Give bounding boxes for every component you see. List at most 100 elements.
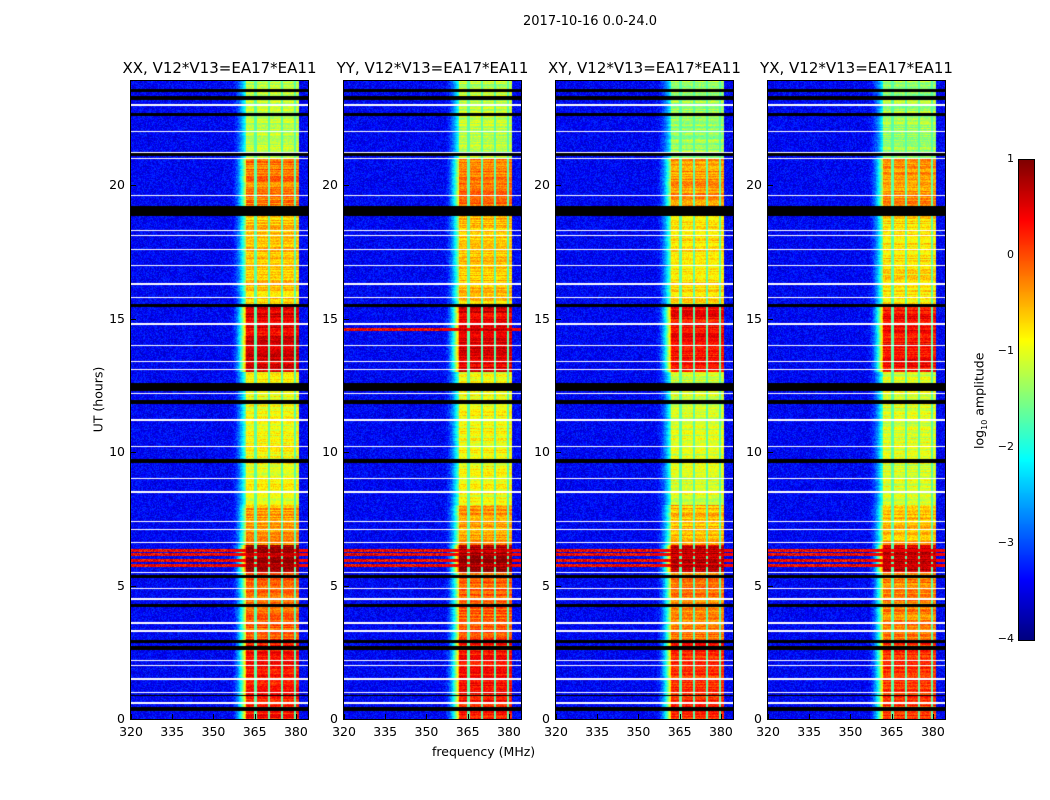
- x-tick-label: 335: [797, 724, 822, 739]
- y-tick-mark: [768, 452, 773, 454]
- x-tick-mark: [556, 714, 557, 719]
- y-tick-mark: [344, 185, 349, 187]
- y-tick-mark: [556, 318, 561, 320]
- y-tick-label: 5: [330, 577, 338, 593]
- y-tick-mark: [131, 318, 136, 320]
- x-tick-label: 335: [160, 724, 185, 739]
- x-tick-mark: [597, 714, 599, 719]
- colorbar-tick-label: −3: [997, 536, 1014, 549]
- x-tick-label: 350: [201, 724, 226, 739]
- x-tick-label: 380: [283, 724, 308, 739]
- y-tick-label: 10: [534, 444, 550, 460]
- x-tick-mark: [172, 714, 174, 719]
- y-tick-mark: [344, 452, 349, 454]
- heatmap-image: [768, 81, 945, 719]
- x-tick-label: 320: [119, 724, 143, 739]
- y-tick-mark: [131, 585, 136, 587]
- y-tick-mark: [131, 719, 136, 720]
- x-tick-label: 320: [544, 724, 568, 739]
- x-tick-mark: [850, 714, 852, 719]
- colorbar-tick-label: −2: [997, 440, 1014, 453]
- y-tick-label: 20: [322, 177, 338, 193]
- x-tick-label: 350: [414, 724, 439, 739]
- x-tick-mark: [295, 714, 297, 719]
- x-tick-mark: [131, 714, 132, 719]
- suptitle: 2017-10-16 0.0-24.0: [523, 14, 657, 29]
- x-tick-mark: [467, 714, 469, 719]
- waterfall-panel-yx: [767, 80, 946, 720]
- y-tick-label: 5: [542, 577, 550, 593]
- y-tick-mark: [344, 318, 349, 320]
- y-tick-label: 20: [109, 177, 125, 193]
- y-tick-mark: [556, 452, 561, 454]
- y-tick-mark: [556, 185, 561, 187]
- x-tick-mark: [426, 714, 428, 719]
- x-tick-mark: [720, 714, 722, 719]
- y-tick-mark: [768, 585, 773, 587]
- x-tick-label: 365: [242, 724, 267, 739]
- y-tick-label: 20: [534, 177, 550, 193]
- panel-title: YX, V12*V13=EA17*EA11: [760, 59, 953, 77]
- y-tick-label: 15: [746, 310, 762, 326]
- x-tick-label: 335: [585, 724, 610, 739]
- colorbar: [1018, 159, 1035, 641]
- x-tick-label: 380: [496, 724, 521, 739]
- x-axis-label: frequency (MHz): [432, 744, 536, 759]
- x-tick-label: 350: [838, 724, 863, 739]
- y-tick-label: 20: [746, 177, 762, 193]
- colorbar-label: log10 amplitude: [971, 351, 989, 451]
- x-tick-mark: [891, 714, 893, 719]
- colorbar-tick-label: 1: [1007, 152, 1014, 165]
- colorbar-tick-label: −4: [997, 632, 1014, 645]
- x-tick-mark: [213, 714, 215, 719]
- x-tick-label: 380: [708, 724, 733, 739]
- x-tick-mark: [679, 714, 681, 719]
- y-tick-mark: [768, 185, 773, 187]
- y-tick-label: 0: [330, 711, 338, 726]
- y-tick-mark: [131, 452, 136, 454]
- y-tick-label: 15: [109, 310, 125, 326]
- y-tick-label: 10: [109, 444, 125, 460]
- y-tick-label: 15: [322, 310, 338, 326]
- y-tick-label: 10: [322, 444, 338, 460]
- x-tick-mark: [768, 714, 769, 719]
- x-tick-mark: [385, 714, 387, 719]
- y-tick-mark: [344, 585, 349, 587]
- x-tick-label: 320: [756, 724, 780, 739]
- y-tick-label: 0: [542, 711, 550, 726]
- x-tick-label: 365: [667, 724, 692, 739]
- colorbar-label-main: log: [971, 429, 987, 449]
- x-tick-mark: [508, 714, 510, 719]
- colorbar-label-sub: 10: [979, 419, 989, 430]
- y-tick-label: 5: [117, 577, 125, 593]
- x-tick-label: 350: [626, 724, 651, 739]
- colorbar-tick-label: −1: [997, 344, 1014, 357]
- y-tick-label: 0: [117, 711, 125, 726]
- colorbar-label-rest: amplitude: [971, 352, 987, 420]
- heatmap-image: [131, 81, 308, 719]
- y-tick-mark: [556, 585, 561, 587]
- y-tick-mark: [344, 719, 349, 720]
- x-tick-label: 365: [455, 724, 480, 739]
- waterfall-panel-yy: [343, 80, 522, 720]
- x-tick-mark: [254, 714, 256, 719]
- y-tick-label: 10: [746, 444, 762, 460]
- panel-title: XY, V12*V13=EA17*EA11: [548, 59, 741, 77]
- y-tick-label: 0: [754, 711, 762, 726]
- waterfall-panel-xx: [130, 80, 309, 720]
- panel-title: XX, V12*V13=EA17*EA11: [122, 59, 317, 77]
- y-axis-label: UT (hours): [90, 366, 106, 433]
- y-tick-mark: [768, 719, 773, 720]
- y-tick-mark: [556, 719, 561, 720]
- x-tick-label: 335: [373, 724, 398, 739]
- x-tick-mark: [809, 714, 811, 719]
- x-tick-mark: [932, 714, 934, 719]
- colorbar-tick-label: 0: [1007, 248, 1014, 261]
- y-tick-label: 5: [754, 577, 762, 593]
- y-tick-mark: [131, 185, 136, 187]
- heatmap-image: [344, 81, 521, 719]
- x-tick-mark: [638, 714, 640, 719]
- x-tick-label: 365: [879, 724, 904, 739]
- y-tick-label: 15: [534, 310, 550, 326]
